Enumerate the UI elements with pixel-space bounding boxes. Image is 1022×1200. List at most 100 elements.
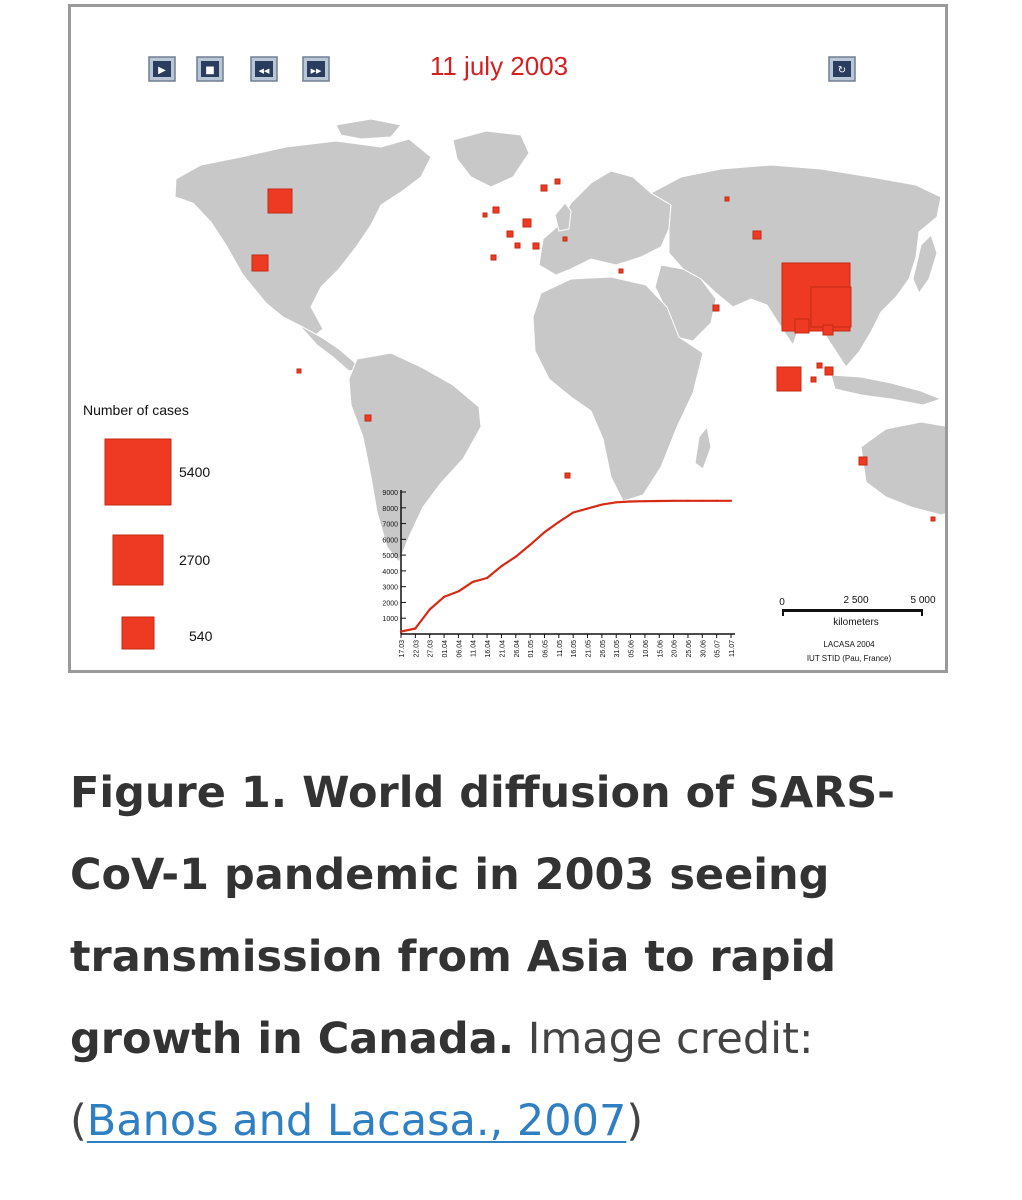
cases-data-point <box>428 608 431 611</box>
fast-forward-button[interactable]: ▶▶ <box>302 56 330 82</box>
x-tick-label: 31.05 <box>614 640 621 658</box>
date-label: 11 july 2003 <box>430 51 568 81</box>
cases-data-point <box>629 500 632 503</box>
scale-bar-end-left <box>782 609 784 616</box>
scale-tick-0: 0 <box>779 597 785 608</box>
marker-mongolia <box>752 230 762 240</box>
play-icon: ▶ <box>158 65 166 76</box>
marker-switzerland <box>514 242 521 249</box>
x-tick-label: 01.04 <box>442 640 449 658</box>
cases-data-point <box>715 499 718 502</box>
cases-data-point <box>471 580 474 584</box>
legend-label-medium: 2700 <box>179 552 210 568</box>
x-tick-label: 17.03 <box>399 640 406 658</box>
caption-credit-prefix: Image credit: ( <box>70 1014 814 1146</box>
y-tick-label: 6000 <box>382 537 398 544</box>
x-tick-label: 30.06 <box>700 640 707 658</box>
marker-romania <box>562 236 568 242</box>
credit-line-1: LACASA 2004 <box>823 640 875 649</box>
marker-new-zealand <box>930 516 936 522</box>
cases-data-point <box>586 507 589 510</box>
marker-france <box>506 230 514 238</box>
legend-label-small: 540 <box>189 628 213 644</box>
x-tick-label: 22.03 <box>413 640 420 658</box>
y-tick-label: 8000 <box>382 506 398 513</box>
scale-bar: 0 2 500 5 000 kilometers LACASA 2004 IUT… <box>779 595 936 663</box>
marker-canada <box>267 188 293 214</box>
marker-united-states <box>251 254 269 272</box>
stop-button[interactable]: ■ <box>196 56 224 82</box>
stop-button-face <box>201 61 219 77</box>
y-tick-label: 9000 <box>382 490 398 497</box>
play-button[interactable]: ▶ <box>148 56 176 82</box>
cases-data-point <box>701 499 704 502</box>
marker-kuwait <box>618 268 624 274</box>
cases-data-point <box>686 499 690 502</box>
credit-line-2: IUT STID (Pau, France) <box>807 654 892 663</box>
marker-germany <box>522 218 532 228</box>
marker-russia <box>724 196 730 202</box>
marker-italy <box>532 242 540 250</box>
map-figure-frame: ▶ ■ ◀◀ ▶▶ ↻ 11 july 2003 <box>68 4 948 673</box>
x-tick-label: 11.05 <box>557 640 564 657</box>
caption-title: Figure 1. World diffusion of SARS-CoV-1 … <box>70 768 896 1064</box>
x-tick-label: 10.06 <box>643 640 650 658</box>
x-tick-label: 11.07 <box>729 640 736 657</box>
x-tick-label: 20.06 <box>672 640 679 658</box>
x-tick-label: 26.04 <box>514 640 521 658</box>
x-tick-label: 21.04 <box>499 640 506 658</box>
x-tick-label: 01.05 <box>528 640 535 658</box>
cases-data-point <box>442 595 446 599</box>
central-america-land <box>298 324 363 372</box>
cases-data-point <box>658 499 661 503</box>
x-tick-label: 26.05 <box>600 640 607 658</box>
scale-bar-end-right <box>921 609 923 616</box>
figure-caption: Figure 1. World diffusion of SARS-CoV-1 … <box>70 752 970 1162</box>
y-tick-label: 4000 <box>382 569 398 576</box>
cases-data-point <box>514 555 517 558</box>
south-america-land <box>348 352 482 563</box>
scale-unit: kilometers <box>833 617 879 628</box>
fast-forward-button-face <box>307 61 325 77</box>
y-tick-label: 3000 <box>382 585 398 592</box>
greenland-land <box>452 130 530 188</box>
x-tick-label: 15.06 <box>657 640 664 658</box>
marker-south-africa <box>564 472 571 479</box>
cases-data-point <box>557 520 560 524</box>
caption-credit-link[interactable]: Banos and Lacasa., 2007 <box>86 1096 627 1146</box>
legend: Number of cases 5400 2700 540 <box>83 402 213 650</box>
cases-data-point <box>729 499 733 502</box>
x-tick-label: 21.05 <box>586 640 593 658</box>
x-tick-label: 05.07 <box>715 640 722 658</box>
cases-data-point <box>500 565 503 568</box>
fast-forward-icon: ▶▶ <box>311 67 322 75</box>
scale-bar-line <box>782 609 923 612</box>
cases-data-point <box>457 590 460 593</box>
marker-vietnam <box>822 324 834 336</box>
madagascar-land <box>694 425 712 470</box>
cases-data-point <box>399 630 403 633</box>
marker-finland <box>554 178 561 185</box>
australia-land <box>860 421 945 516</box>
replay-button[interactable]: ↻ <box>828 56 856 82</box>
x-tick-label: 16.04 <box>485 640 492 658</box>
y-tick-label: 5000 <box>382 553 398 560</box>
marker-taiwan <box>794 318 810 334</box>
y-tick-label: 2000 <box>382 600 398 607</box>
arctic-islands-land <box>335 118 402 140</box>
x-tick-label: 25.06 <box>686 640 693 658</box>
marker-ireland <box>482 212 488 218</box>
marker-colombia <box>296 368 302 374</box>
cases-data-point <box>615 501 618 504</box>
y-tick-label: 7000 <box>382 522 398 529</box>
cases-data-point <box>600 503 604 506</box>
uk-land <box>554 202 572 232</box>
rewind-button-face <box>255 61 273 77</box>
sars-world-map: ▶ ■ ◀◀ ▶▶ ↻ 11 july 2003 <box>83 51 945 663</box>
cases-data-point <box>529 543 532 547</box>
cases-data-point <box>672 499 675 502</box>
japan-land <box>912 234 938 295</box>
rewind-button[interactable]: ◀◀ <box>250 56 278 82</box>
y-tick-label: 1000 <box>382 616 398 623</box>
cases-data-point <box>543 531 546 534</box>
